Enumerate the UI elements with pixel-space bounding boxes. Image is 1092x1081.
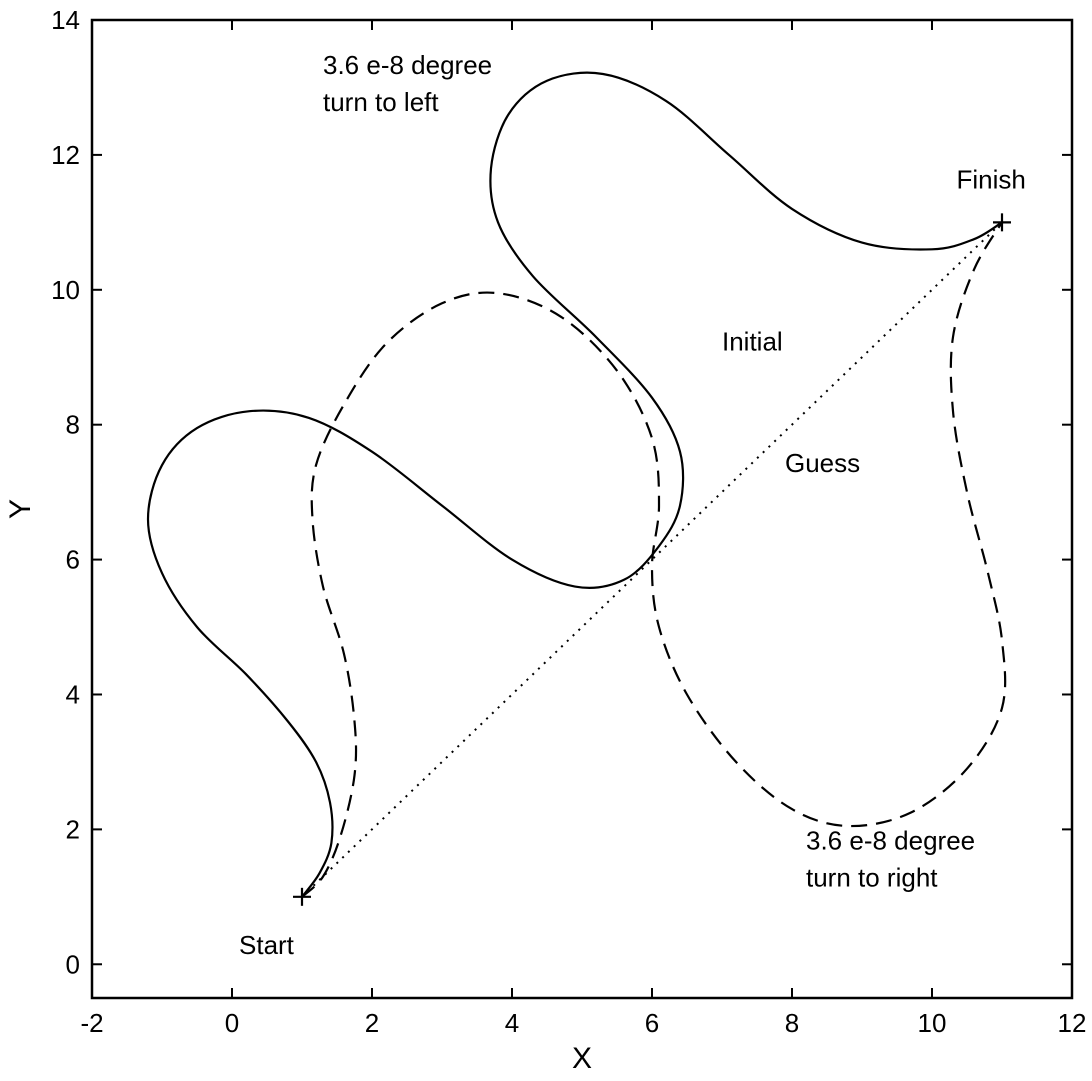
annotation-label: 3.6 e-8 degree (806, 826, 975, 856)
endpoint-markers (293, 213, 1011, 906)
y-tick-label: 10 (51, 275, 80, 305)
x-tick-label: 12 (1058, 1008, 1087, 1038)
annotation-label: turn to right (806, 863, 938, 893)
x-tick-label: 2 (365, 1008, 379, 1038)
x-tick-label: -2 (80, 1008, 103, 1038)
annotation-label: Start (239, 930, 295, 960)
x-axis-label: X (572, 1042, 592, 1075)
x-tick-label: 0 (225, 1008, 239, 1038)
x-tick-label: 4 (505, 1008, 519, 1038)
solid-trajectory (146, 71, 1003, 898)
y-tick-label: 2 (66, 814, 80, 844)
annotation-label: Guess (785, 448, 860, 478)
y-tick-label: 6 (66, 545, 80, 575)
annotation-label: turn to left (323, 87, 439, 117)
x-tick-label: 8 (785, 1008, 799, 1038)
y-axis-label: Y (4, 499, 37, 519)
annotation-label: Finish (957, 165, 1026, 195)
x-tick-label: 6 (645, 1008, 659, 1038)
y-tick-label: 4 (66, 679, 80, 709)
y-tick-label: 8 (66, 410, 80, 440)
annotations: 3.6 e-8 degree turn to left Finish Initial G… (239, 50, 1026, 960)
y-tick-label: 0 (66, 949, 80, 979)
annotation-label: 3.6 e-8 degree (323, 50, 492, 80)
x-tick-label: 10 (918, 1008, 947, 1038)
series-lines (146, 71, 1007, 898)
plus-marker (293, 887, 311, 906)
y-tick-label: 12 (51, 140, 80, 170)
y-tick-label: 14 (51, 5, 80, 35)
plot-frame (90, 18, 1074, 1000)
annotation-label: Initial (722, 326, 783, 356)
dashed-trajectory (301, 221, 1007, 898)
plus-marker (993, 213, 1011, 232)
